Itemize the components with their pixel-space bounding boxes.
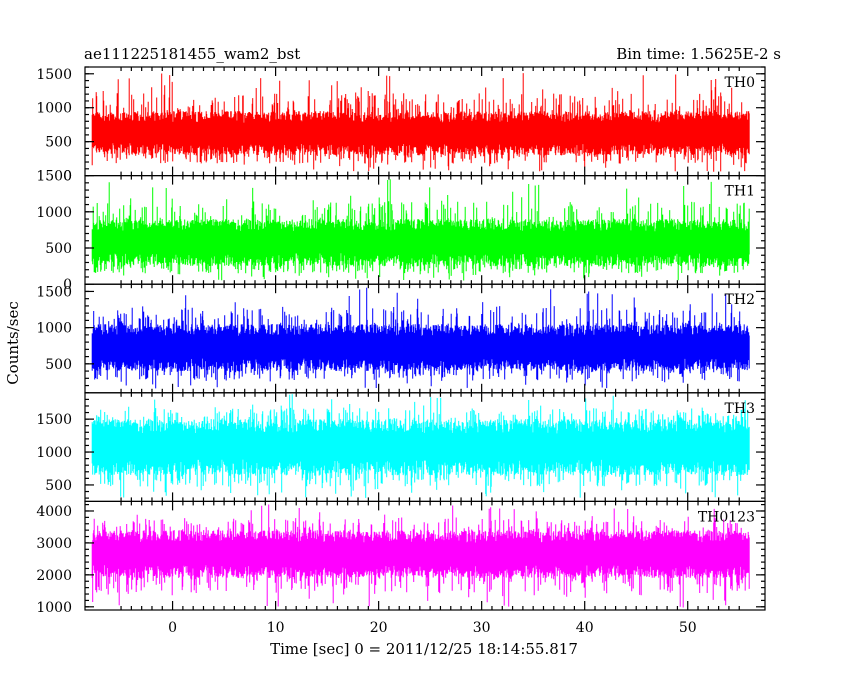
chart-title-right: Bin time: 1.5625E-2 s [616, 45, 781, 63]
y-tick-label-th2: 1000 [36, 321, 72, 337]
x-tick-label: 50 [679, 620, 697, 636]
x-tick-label: 20 [370, 620, 388, 636]
y-axis-label: Counts/sec [4, 301, 22, 385]
series-th0 [91, 73, 750, 172]
y-tick-label-th1: 0 [63, 277, 72, 293]
panels-group: 500100015000TH0050010001500TH15001000150… [36, 66, 766, 636]
panel-label-th0123: TH0123 [698, 509, 755, 525]
y-tick-label-th0123: 4000 [36, 504, 72, 520]
panel-label-th1: TH1 [725, 184, 755, 200]
panel-label-th2: TH2 [725, 292, 755, 308]
y-tick-label-th3: 1000 [36, 445, 72, 461]
y-tick-label-th0123: 3000 [36, 536, 72, 552]
y-tick-label-th0: 500 [45, 135, 72, 151]
y-tick-label-th1: 500 [45, 241, 72, 257]
y-tick-label-th2: 1500 [36, 284, 72, 300]
panel-label-th3: TH3 [725, 401, 755, 417]
y-tick-label-th3: 500 [45, 478, 72, 494]
panel-label-th0: TH0 [725, 75, 755, 91]
y-tick-label-th0: 0 [63, 169, 72, 185]
y-tick-label-th0123: 2000 [36, 568, 72, 584]
panel-th0123: 1000 2000 3000 4000 TH0123 [36, 500, 766, 616]
series-th1 [91, 179, 750, 281]
x-tick-label: 0 [168, 620, 177, 636]
y-tick-label-th0: 1500 [36, 67, 72, 83]
y-tick-label-th1: 1000 [36, 205, 72, 221]
y-tick-label-th0123: 1000 [36, 600, 72, 616]
y-tick-label-th2: 500 [45, 357, 72, 373]
series-th2 [91, 287, 750, 389]
x-tick-label: 30 [473, 620, 491, 636]
y-tick-label-th0: 1000 [36, 101, 72, 117]
series-th0123 [91, 504, 750, 608]
y-tick-label-th1: 1500 [36, 169, 72, 185]
panel-th3: 500 1000 1500 TH3 [36, 392, 766, 502]
panel-th1: 0 500 1000 1500 TH1 [36, 169, 766, 293]
y-tick-label-th3: 1500 [36, 412, 72, 428]
series-th3 [91, 394, 750, 498]
x-axis-label: Time [sec] 0 = 2011/12/25 18:14:55.817 [270, 640, 578, 658]
x-tick-label: 40 [576, 620, 594, 636]
panel-th2: 500 1000 1500 TH2 [36, 283, 766, 394]
chart-title-left: ae111225181455_wam2_bst [84, 45, 300, 63]
x-tick-label: 10 [267, 620, 285, 636]
